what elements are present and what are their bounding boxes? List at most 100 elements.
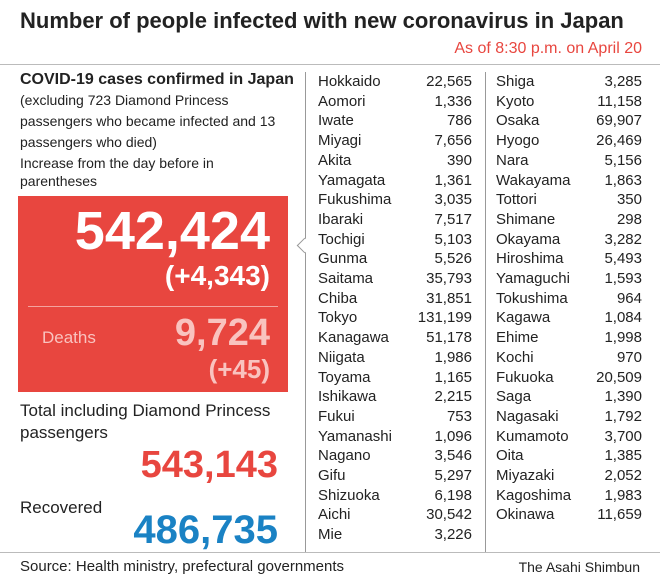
prefecture-count: 1,986 [434,348,472,366]
prefecture-count: 2,052 [604,467,642,484]
prefecture-row: Gifu 5,297 [318,466,472,486]
pointer [296,237,313,254]
prefecture-name: Gunma [318,250,368,268]
prefecture-name: Osaka [496,112,540,130]
prefecture-name: Kumamoto [496,427,569,445]
prefecture-name: Iwate [318,112,354,130]
prefecture-name: Ishikawa [318,388,377,406]
prefecture-count: 11,659 [597,506,642,524]
cases-increase: (+4,343) [164,260,270,291]
prefecture-row: Fukushima 3,035 [318,190,472,210]
prefecture-row: Iwate 786 [318,111,472,131]
prefecture-count: 31,851 [426,289,472,307]
prefecture-row: Ishikawa 2,215 [318,387,472,407]
prefecture-count: 3,035 [434,191,472,209]
prefecture-count: 6,198 [434,486,472,504]
prefecture-row: Okinawa 11,659 [496,505,642,525]
prefecture-row: Tottori 350 [496,190,642,210]
prefecture-count: 1,593 [604,270,642,287]
prefecture-row: Fukuoka 20,509 [496,368,642,388]
prefecture-name: Yamanashi [318,427,392,445]
rule [0,552,660,553]
prefecture-count: 5,493 [604,250,642,268]
prefecture-name: Toyama [318,368,371,386]
recovered: 486,735 [133,508,278,552]
prefecture-row: Shizuoka 6,198 [318,486,472,506]
prefecture-row: Miyagi 7,656 [318,131,472,151]
prefecture-row: Kagoshima 1,983 [496,486,642,506]
prefecture-name: Mie [318,526,343,544]
prefecture-count: 1,390 [604,388,642,406]
prefecture-row: Hokkaido 22,565 [318,72,472,92]
prefecture-name: Hyogo [496,132,540,150]
heading: COVID-19 cases confirmed in Japan [20,71,294,88]
note: (excluding 723 Diamond Princess passenge… [20,92,276,150]
summary-heading: COVID-19 cases confirmed in Japan (exclu… [20,70,295,153]
prefecture-row: Mie 3,226 [318,525,472,545]
prefecture-row: Kochi 970 [496,348,642,368]
prefecture-count: 1,998 [604,329,642,347]
prefecture-name: Wakayama [496,171,571,189]
prefecture-count: 51,178 [426,329,472,347]
prefecture-name: Tochigi [318,230,365,248]
prefecture-name: Miyazaki [496,467,555,484]
prefecture-row: Ehime 1,998 [496,328,642,348]
prefecture-name: Aomori [318,92,366,110]
prefecture-name: Miyagi [318,132,362,150]
prefecture-name: Chiba [318,289,358,307]
prefecture-row: Shiga 3,285 [496,72,642,92]
prefecture-row: Tochigi 5,103 [318,230,472,250]
prefecture-row: Fukui 753 [318,407,472,427]
box-rule [28,306,278,307]
prefecture-name: Kagawa [496,309,551,327]
prefecture-count: 970 [616,348,642,366]
prefecture-name: Gifu [318,467,346,484]
recovered-label: Recovered [20,498,103,517]
prefecture-row: Hiroshima 5,493 [496,249,642,269]
prefecture-name: Yamagata [318,171,386,189]
divider [305,72,306,552]
prefecture-count: 35,793 [426,270,472,287]
prefecture-count: 7,656 [434,132,472,150]
cases-box: 542,424 (+4,343) Deaths 9,724 (+45) [18,196,288,392]
prefecture-row: Yamaguchi 1,593 [496,269,642,289]
prefecture-name: Nagasaki [496,407,559,425]
prefecture-name: Hokkaido [318,73,381,90]
prefecture-row: Shimane 298 [496,210,642,230]
prefecture-row: Akita 390 [318,151,472,171]
prefecture-count: 7,517 [434,210,472,228]
deaths-label: Deaths [42,328,96,347]
prefecture-name: Shizuoka [318,486,380,504]
prefecture-count: 1,165 [434,368,472,386]
prefecture-row: Kagawa 1,084 [496,308,642,328]
prefecture-name: Saitama [318,270,374,287]
prefecture-count: 1,385 [604,447,642,465]
prefecture-row: Niigata 1,986 [318,348,472,368]
prefecture-row: Saga 1,390 [496,387,642,407]
prefecture-count: 350 [616,191,642,209]
subtitle: As of 8:30 p.m. on April 20 [454,40,642,57]
prefecture-name: Kanagawa [318,329,389,347]
prefecture-count: 1,361 [434,171,472,189]
prefecture-row: Tokushima 964 [496,289,642,309]
prefecture-row: Okayama 3,282 [496,230,642,250]
prefecture-row: Ibaraki 7,517 [318,210,472,230]
prefecture-count: 3,285 [604,73,642,90]
prefecture-count: 3,700 [604,427,642,445]
prefecture-row: Tokyo 131,199 [318,308,472,328]
prefecture-name: Kagoshima [496,486,572,504]
prefecture-name: Niigata [318,348,365,366]
prefecture-row: Chiba 31,851 [318,289,472,309]
prefecture-row: Kanagawa 51,178 [318,328,472,348]
prefecture-name: Tokushima [496,289,568,307]
prefecture-count: 1,336 [434,92,472,110]
prefecture-name: Akita [318,151,352,169]
prefecture-count: 26,469 [596,132,642,150]
prefecture-name: Kochi [496,348,534,366]
prefecture-count: 298 [616,210,642,228]
rule [0,64,660,65]
prefecture-row: Gunma 5,526 [318,249,472,269]
prefecture-row: Aichi 30,542 [318,505,472,525]
credit: The Asahi Shimbun [518,559,640,575]
prefecture-count: 131,199 [417,309,472,327]
